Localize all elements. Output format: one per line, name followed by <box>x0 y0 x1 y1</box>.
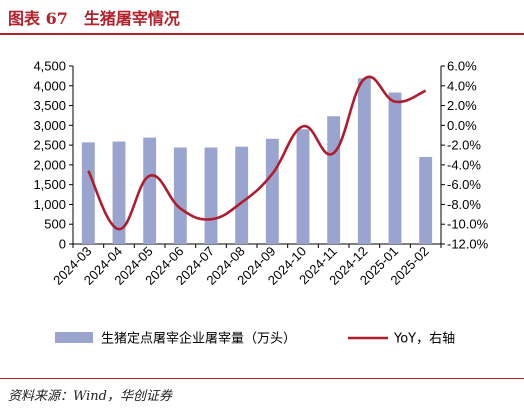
bar-2024-04 <box>112 141 126 244</box>
figure-title: 图表 67 生猪屠宰情况 <box>8 9 180 28</box>
right-tick-label: -10.0% <box>447 217 489 232</box>
right-tick-label: 6.0% <box>447 59 477 74</box>
x-axis-ticks: 2024-032024-042024-052024-062024-072024-… <box>50 244 442 288</box>
right-tick-label: -8.0% <box>447 197 481 212</box>
bar-2024-08 <box>235 146 249 244</box>
left-tick-label: 3,500 <box>33 98 66 113</box>
legend-bar-swatch <box>55 332 93 343</box>
left-tick-label: 4,500 <box>33 59 66 74</box>
right-axis-ticks: -12.0% -10.0% -8.0% -6.0% -4.0% -2.0% 0.0% 2.0%… <box>441 59 489 252</box>
bar-2025-02 <box>419 156 433 244</box>
right-tick-label: -4.0% <box>447 157 481 172</box>
right-tick-label: 0.0% <box>447 118 477 133</box>
bar-2024-10 <box>296 129 310 244</box>
left-axis-ticks: 0 500 1,000 1,500 2,000 2,500 3,000 3,500 4,000 4… <box>33 59 73 252</box>
left-tick-label: 3,000 <box>33 118 66 133</box>
bar-2024-11 <box>327 116 341 244</box>
source-note: 资料来源：Wind，华创证券 <box>8 389 172 404</box>
bar-2024-09 <box>265 138 279 244</box>
right-tick-label: 2.0% <box>447 98 477 113</box>
bar-series <box>81 78 433 244</box>
bar-2025-01 <box>388 92 402 244</box>
legend-line-label: YoY，右轴 <box>393 332 455 347</box>
yoy-line <box>87 75 427 231</box>
right-tick-label: -12.0% <box>447 237 489 252</box>
combo-chart: 0 500 1,000 1,500 2,000 2,500 3,000 3,500 4,000 4… <box>33 59 489 347</box>
left-tick-label: 1,000 <box>33 197 66 212</box>
left-tick-label: 0 <box>59 237 66 252</box>
bar-2024-07 <box>204 147 218 244</box>
left-tick-label: 2,500 <box>33 138 66 153</box>
bar-2024-12 <box>357 78 371 244</box>
footer-divider <box>0 378 524 379</box>
left-tick-label: 4,000 <box>33 78 66 93</box>
bar-2024-06 <box>173 147 187 244</box>
left-tick-label: 2,000 <box>33 157 66 172</box>
bar-2024-03 <box>81 142 95 244</box>
line-series <box>87 75 427 231</box>
chart-legend: 生猪定点屠宰企业屠宰量（万头） YoY，右轴 <box>55 331 455 347</box>
left-tick-label: 1,500 <box>33 177 66 192</box>
right-tick-label: -2.0% <box>447 138 481 153</box>
legend-bar-label: 生猪定点屠宰企业屠宰量（万头） <box>101 331 296 347</box>
right-tick-label: 4.0% <box>447 78 477 93</box>
bar-2024-05 <box>143 137 157 244</box>
figure-header: 图表 67 生猪屠宰情况 <box>0 0 524 35</box>
right-tick-label: -6.0% <box>447 177 481 192</box>
left-tick-label: 500 <box>44 217 66 232</box>
title-divider <box>0 33 524 35</box>
